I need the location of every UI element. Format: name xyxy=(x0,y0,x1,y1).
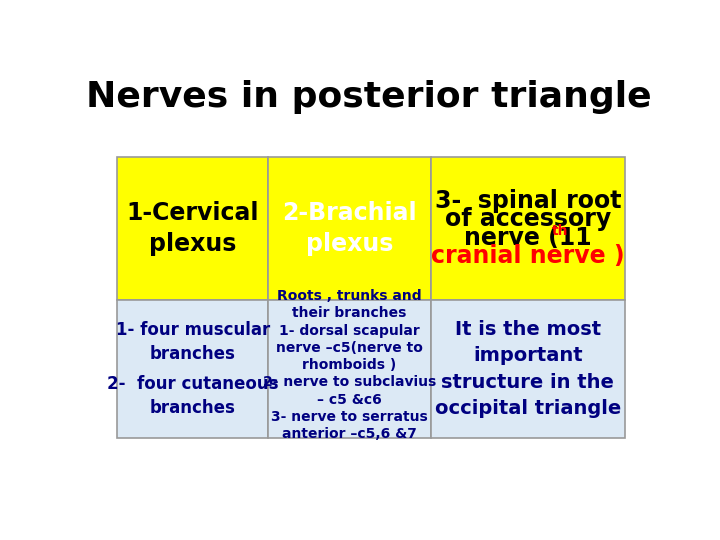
Bar xyxy=(117,300,269,438)
Text: cranial nerve ): cranial nerve ) xyxy=(431,244,625,268)
Text: It is the most
important
structure in the
occipital triangle: It is the most important structure in th… xyxy=(435,320,621,418)
Text: nerve (11: nerve (11 xyxy=(464,226,592,249)
Text: 1-Cervical
plexus: 1-Cervical plexus xyxy=(127,201,259,256)
Bar xyxy=(269,157,431,300)
Bar xyxy=(431,157,625,300)
Text: th: th xyxy=(552,224,569,238)
Text: 1- four muscular
branches: 1- four muscular branches xyxy=(116,321,270,363)
Text: Roots , trunks and
their branches
1- dorsal scapular
nerve –c5(nerve to
rhomboid: Roots , trunks and their branches 1- dor… xyxy=(263,289,436,441)
Text: 2-Brachial
plexus: 2-Brachial plexus xyxy=(282,201,417,256)
Text: Nerves in posterior triangle: Nerves in posterior triangle xyxy=(86,80,652,114)
Bar xyxy=(269,300,431,438)
Text: 2-  four cutaneous
branches: 2- four cutaneous branches xyxy=(107,375,279,417)
Text: 3-  spinal root: 3- spinal root xyxy=(435,188,621,213)
Bar xyxy=(431,300,625,438)
Bar xyxy=(117,157,269,300)
Text: of accessory: of accessory xyxy=(445,207,611,231)
